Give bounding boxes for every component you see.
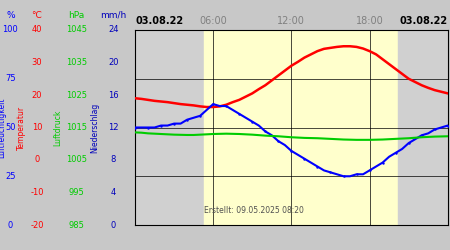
Text: 1045: 1045 [66,26,87,35]
Text: 24: 24 [108,26,119,35]
Text: 40: 40 [32,26,42,35]
Text: 16: 16 [108,90,119,100]
Text: 985: 985 [68,220,85,230]
Bar [398,30,448,225]
Text: 8: 8 [111,156,116,164]
Text: 995: 995 [68,188,85,197]
Text: 1035: 1035 [66,58,87,67]
Text: Temperatur: Temperatur [17,106,26,150]
Text: 50: 50 [5,123,16,132]
Text: 12:00: 12:00 [278,16,305,26]
Text: 10: 10 [32,123,42,132]
Text: 03.08.22: 03.08.22 [400,16,448,26]
Text: 1015: 1015 [66,123,87,132]
Text: Luftfeuchtigkeit: Luftfeuchtigkeit [0,97,6,158]
Bar [204,30,398,225]
Text: Niederschlag: Niederschlag [90,102,99,152]
Text: hPa: hPa [68,11,85,20]
Text: -20: -20 [30,220,44,230]
Text: 03.08.22: 03.08.22 [135,16,183,26]
Text: 06:00: 06:00 [199,16,227,26]
Text: Erstellt: 09.05.2025 08:20: Erstellt: 09.05.2025 08:20 [204,206,304,215]
Text: 0: 0 [34,156,40,164]
Text: 100: 100 [2,26,18,35]
Text: Luftdruck: Luftdruck [53,109,62,146]
Text: 30: 30 [32,58,42,67]
Text: 20: 20 [108,58,119,67]
Text: 25: 25 [5,172,16,181]
Text: 1025: 1025 [66,90,87,100]
Text: °C: °C [32,11,42,20]
Text: 20: 20 [32,90,42,100]
Text: 75: 75 [5,74,16,83]
Text: 18:00: 18:00 [356,16,383,26]
Text: 4: 4 [111,188,116,197]
Bar [135,30,204,225]
Text: 0: 0 [8,220,13,230]
Text: %: % [6,11,15,20]
Text: -10: -10 [30,188,44,197]
Text: 0: 0 [111,220,116,230]
Text: mm/h: mm/h [100,11,126,20]
Text: 12: 12 [108,123,119,132]
Text: 1005: 1005 [66,156,87,164]
